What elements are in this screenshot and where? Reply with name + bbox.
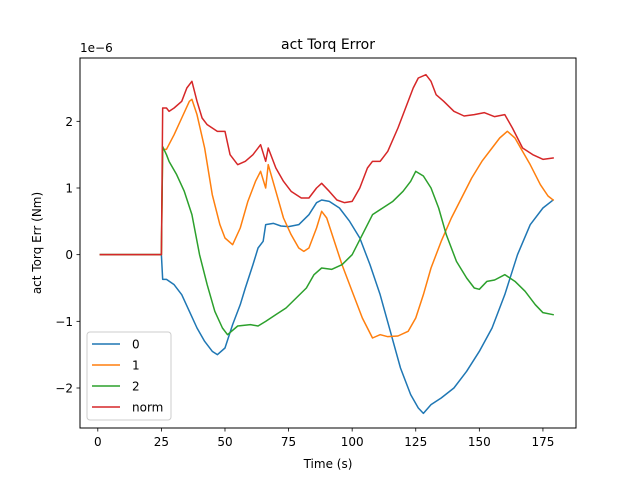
y-axis-label: act Torq Err (Nm) [30,192,44,294]
y-tick-label: 0 [65,248,73,262]
y-tick-label: −2 [55,382,73,396]
x-tick-label: 175 [531,435,554,449]
plot-frame [79,57,577,429]
legend: 0 1 2 norm [86,331,172,421]
x-axis: 0 25 50 75 100 125 150 175 [94,428,554,449]
x-tick-label: 150 [468,435,491,449]
legend-label-0: 0 [132,338,140,352]
x-axis-label: Time (s) [303,457,353,471]
x-tick-label: 50 [217,435,232,449]
y-tick-label: 1 [65,182,73,196]
series-line-2 [99,145,554,336]
y-axis: −2 −1 0 1 2 [55,115,80,396]
x-tick-label: 100 [341,435,364,449]
x-tick-label: 0 [94,435,102,449]
legend-label-2: 2 [132,380,140,394]
chart-title: act Torq Error [281,37,375,53]
y-tick-label: −1 [55,315,73,329]
legend-label-1: 1 [132,359,140,373]
series-line-3 [99,73,554,256]
legend-frame [86,331,172,421]
y-tick-label: 2 [65,115,73,129]
y-offset-label: 1e−6 [80,41,113,55]
legend-label-3: norm [132,401,163,415]
x-tick-label: 125 [404,435,427,449]
series-line-0 [99,198,555,415]
x-tick-label: 25 [154,435,169,449]
x-tick-label: 75 [281,435,296,449]
series-layer [99,73,555,415]
series-line-1 [99,98,555,339]
